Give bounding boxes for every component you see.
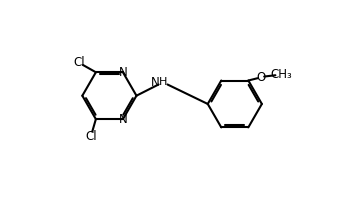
Text: H: H: [159, 77, 168, 87]
Text: N: N: [151, 76, 159, 89]
Text: Cl: Cl: [85, 130, 97, 143]
Text: O: O: [256, 71, 265, 84]
Text: Cl: Cl: [73, 56, 84, 69]
Text: N: N: [119, 113, 127, 126]
Text: N: N: [119, 66, 127, 79]
Text: CH₃: CH₃: [270, 68, 292, 81]
